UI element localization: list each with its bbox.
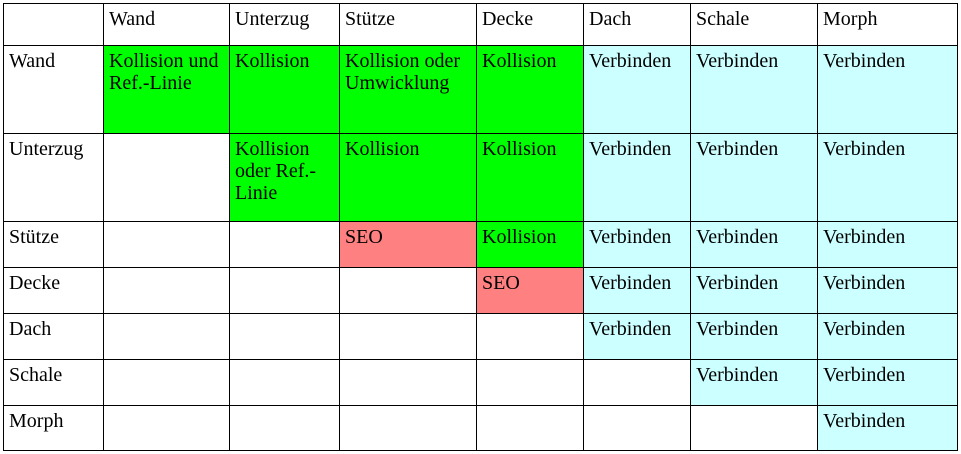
connect-cell: Verbinden [583,267,691,314]
empty-cell [690,405,818,451]
empty-cell [103,267,230,314]
column-header: Schale [690,3,818,46]
collision-cell: Kollision [476,45,584,134]
row-header: Wand [3,45,104,134]
collision-cell: Kollision oder Ref.-Linie [229,133,340,222]
empty-cell [339,359,477,406]
table-row: Wand Kollision und Ref.-Linie Kollision Kol… [3,45,958,134]
empty-cell [229,405,340,451]
connect-cell: Verbinden [817,359,958,406]
connect-cell: Verbinden [690,359,818,406]
connect-cell: Verbinden [690,133,818,222]
connect-cell: Verbinden [690,221,818,268]
empty-cell [339,313,477,360]
connect-cell: Verbinden [690,267,818,314]
table-row: Unterzug Kollision oder Ref.-Linie Kollisi… [3,133,958,222]
collision-cell: Kollision [476,221,584,268]
connect-cell: Verbinden [583,45,691,134]
empty-cell [103,221,230,268]
connect-cell: Verbinden [690,45,818,134]
column-header: Dach [583,3,691,46]
column-header: Unterzug [229,3,340,46]
connect-cell: Verbinden [817,313,958,360]
column-header: Stütze [339,3,477,46]
empty-cell [103,313,230,360]
connect-cell: Verbinden [817,267,958,314]
seo-cell: SEO [339,221,477,268]
row-header: Schale [3,359,104,406]
empty-cell [229,313,340,360]
connect-cell: Verbinden [817,221,958,268]
table-row: Decke SEO Verbinden Verbinden Verbinden [3,267,958,314]
table-row: Schale Verbinden Verbinden [3,359,958,406]
interaction-matrix-table: Wand Unterzug Stütze Decke Dach Schale Morph Wa… [3,3,958,451]
table-row: Dach Verbinden Verbinden Verbinden [3,313,958,360]
connect-cell: Verbinden [583,313,691,360]
collision-cell: Kollision oder Umwicklung [339,45,477,134]
empty-cell [339,267,477,314]
row-header: Dach [3,313,104,360]
empty-cell [476,313,584,360]
collision-cell: Kollision [476,133,584,222]
row-header: Morph [3,405,104,451]
empty-cell [229,359,340,406]
header-row: Wand Unterzug Stütze Decke Dach Schale Morph [3,3,958,46]
column-header: Decke [476,3,584,46]
empty-cell [476,405,584,451]
row-header: Unterzug [3,133,104,222]
collision-cell: Kollision [229,45,340,134]
empty-cell [103,359,230,406]
connect-cell: Verbinden [583,221,691,268]
connect-cell: Verbinden [690,313,818,360]
connect-cell: Verbinden [817,405,958,451]
row-header: Stütze [3,221,104,268]
connect-cell: Verbinden [583,133,691,222]
row-header: Decke [3,267,104,314]
empty-cell [229,221,340,268]
corner-cell [3,3,104,46]
table-row: Stütze SEO Kollision Verbinden Verbinden Verb… [3,221,958,268]
seo-cell: SEO [476,267,584,314]
column-header: Wand [103,3,230,46]
empty-cell [339,405,477,451]
empty-cell [103,405,230,451]
collision-cell: Kollision [339,133,477,222]
empty-cell [583,405,691,451]
empty-cell [583,359,691,406]
empty-cell [476,359,584,406]
connect-cell: Verbinden [817,133,958,222]
column-header: Morph [817,3,958,46]
empty-cell [103,133,230,222]
empty-cell [229,267,340,314]
table-row: Morph Verbinden [3,405,958,451]
collision-cell: Kollision und Ref.-Linie [103,45,230,134]
connect-cell: Verbinden [817,45,958,134]
